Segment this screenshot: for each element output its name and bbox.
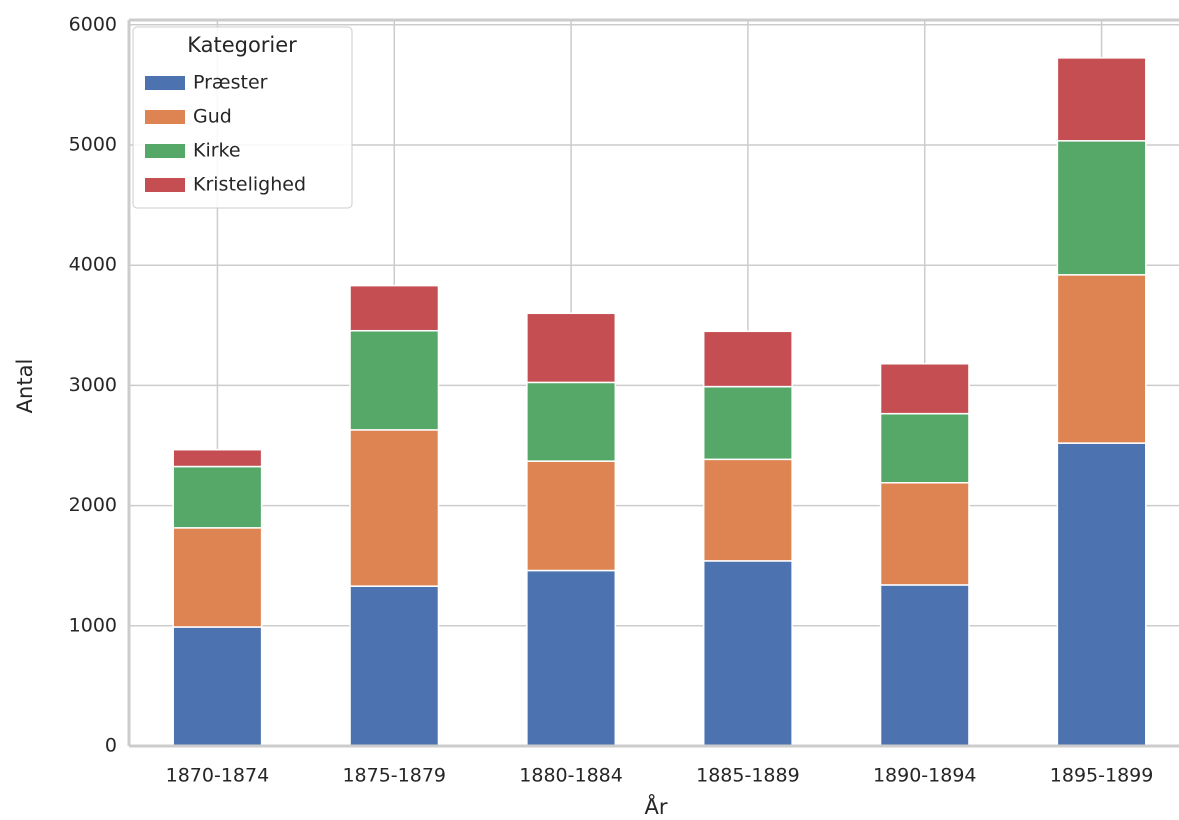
legend-swatch	[145, 110, 185, 124]
y-tick-label: 4000	[69, 254, 117, 276]
bar-segment	[1056, 274, 1147, 444]
bar-segment	[879, 412, 970, 484]
x-tick-label: 1885-1889	[696, 765, 800, 787]
bar-segment	[702, 330, 793, 388]
bar-segment	[1056, 442, 1147, 747]
legend-swatch	[145, 178, 185, 192]
x-tick-label: 1870-1874	[166, 765, 270, 787]
bar-segment	[702, 458, 793, 562]
bar-segment	[349, 585, 440, 747]
x-axis-label: År	[645, 793, 668, 819]
bar-segment	[879, 482, 970, 586]
legend-frame	[132, 26, 353, 209]
y-tick-label: 1000	[69, 614, 117, 636]
y-tick-label: 3000	[69, 374, 117, 396]
bar-segment	[526, 460, 617, 572]
bar-segment	[526, 569, 617, 747]
x-tick-label: 1880-1884	[519, 765, 623, 787]
bar-segment	[702, 385, 793, 461]
bar-segment	[526, 381, 617, 462]
bar-segment	[1056, 140, 1147, 276]
legend-label: Kirke	[193, 140, 241, 162]
bar-segment	[349, 284, 440, 332]
legend-label: Gud	[193, 106, 232, 128]
bar-segment	[1056, 57, 1147, 142]
bar-segment	[172, 527, 263, 628]
legend-label: Kristelighed	[193, 174, 306, 196]
bar-segment	[879, 584, 970, 747]
bar-segment	[526, 312, 617, 384]
x-tick-label: 1895-1899	[1050, 765, 1154, 787]
legend: Kategorier Præster Gud Kirke Kristelighed	[132, 26, 353, 209]
y-tick-label: 5000	[69, 134, 117, 156]
bar-segment	[702, 560, 793, 747]
x-tick-label: 1875-1879	[342, 765, 446, 787]
x-tick-label: 1890-1894	[873, 765, 977, 787]
legend-swatch	[145, 76, 185, 90]
bar-segment	[172, 626, 263, 747]
bar-segment	[172, 448, 263, 468]
legend-swatch	[145, 144, 185, 158]
bar-segment	[349, 329, 440, 431]
bar-segment	[172, 465, 263, 529]
y-axis-label: Antal	[13, 359, 37, 414]
y-tick-label: 6000	[69, 13, 117, 35]
y-tick-label: 0	[105, 735, 117, 757]
y-tick-label: 2000	[69, 494, 117, 516]
bar-segment	[879, 363, 970, 415]
bar-segment	[349, 429, 440, 587]
legend-title: Kategorier	[187, 33, 297, 57]
legend-label: Præster	[193, 72, 268, 94]
